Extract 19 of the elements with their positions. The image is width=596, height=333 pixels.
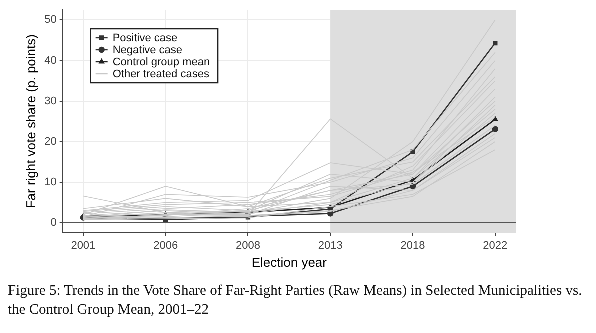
y-tick-label: 50	[44, 14, 57, 26]
x-tick-label: 2018	[400, 240, 426, 252]
y-tick-label: 30	[44, 95, 57, 108]
y-tick-label: 10	[44, 176, 57, 189]
legend-label: Positive case	[112, 32, 178, 45]
x-tick-label: 2013	[318, 240, 343, 252]
x-axis-title: Election year	[252, 254, 328, 270]
x-tick-label: 2006	[154, 240, 178, 252]
legend-label: Negative case	[112, 44, 183, 57]
x-tick-label: 2008	[236, 240, 260, 252]
caption: Figure 5: Trends in the Vote Share of Far-Right Parties (Raw Means) in Selected Municipalities vs. the Control Group Mean, 2001–22	[8, 282, 583, 320]
y-axis-title: Far right vote share (p. points)	[23, 34, 38, 209]
legend-label: Other treated cases	[112, 68, 210, 81]
x-tick-label: 2022	[483, 240, 508, 252]
x-tick-label: 2001	[71, 240, 96, 252]
legend-label: Control group mean	[112, 56, 210, 69]
y-tick-label: 40	[44, 54, 57, 67]
y-tick-label: 20	[44, 136, 57, 148]
y-tick-label: 0	[50, 217, 57, 230]
